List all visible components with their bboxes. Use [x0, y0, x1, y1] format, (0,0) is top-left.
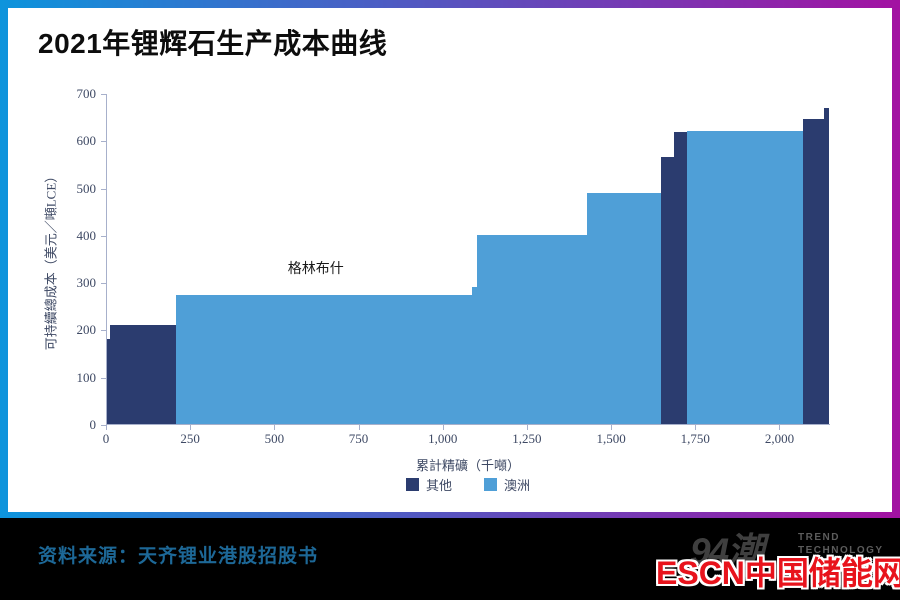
- cost-segment: [586, 193, 661, 424]
- x-tick-mark: [526, 425, 528, 430]
- trend-word: TREND: [798, 532, 840, 543]
- cost-segment: [687, 130, 804, 424]
- x-tick-mark: [190, 425, 192, 430]
- y-tick-mark: [101, 188, 106, 190]
- x-tick-label: 1,250: [512, 431, 542, 446]
- y-tick-label: 300: [76, 275, 97, 291]
- y-tick-mark: [101, 94, 106, 95]
- x-tick-mark: [274, 425, 276, 430]
- x-axis-title: 累計精礦（千噸）: [415, 458, 520, 473]
- cost-segment: [176, 295, 473, 424]
- y-tick-mark: [101, 235, 106, 237]
- x-tick-mark: [611, 425, 613, 430]
- x-tick-mark: [358, 425, 360, 430]
- x-tick-label: 1,000: [428, 431, 458, 446]
- x-tick-label: 750: [348, 431, 369, 446]
- y-tick-label: 600: [76, 133, 97, 149]
- y-tick-mark: [101, 141, 106, 143]
- x-tick-mark: [695, 425, 697, 430]
- y-tick-label: 200: [76, 322, 97, 338]
- x-tick-mark: [779, 425, 781, 430]
- y-tick-label: 400: [76, 227, 97, 243]
- footer-band: [0, 518, 900, 600]
- x-tick-label: 2,000: [764, 431, 795, 446]
- legend-item: 其他: [405, 475, 452, 494]
- x-tick-label: 250: [180, 431, 200, 446]
- cost-segment: [824, 108, 830, 424]
- y-tick-label: 0: [89, 417, 97, 432]
- cost-segment: [472, 286, 478, 424]
- y-tick-mark: [101, 425, 106, 426]
- legend-label: 其他: [425, 478, 452, 493]
- source-attribution: 资料来源：天齐锂业港股招股书: [38, 546, 319, 567]
- cost-curve-plot: 格林布什: [106, 94, 830, 425]
- cost-segment: [107, 338, 111, 424]
- y-tick-mark: [101, 377, 106, 379]
- y-tick-label: 700: [76, 86, 97, 101]
- y-tick-label: 100: [76, 369, 97, 385]
- x-tick-label: 0: [102, 431, 110, 446]
- escn-brand-logo: ESCN中国储能网: [656, 555, 900, 591]
- legend-swatch: [484, 478, 497, 491]
- y-tick-mark: [101, 330, 106, 332]
- x-tick-mark: [442, 425, 444, 430]
- y-tick-label: 500: [76, 180, 97, 196]
- y-tick-mark: [101, 283, 106, 285]
- cost-segment: [110, 324, 177, 424]
- legend-item: 澳洲: [484, 475, 530, 494]
- x-tick-label: 1,500: [596, 431, 626, 446]
- chart-legend: 其他 澳洲: [106, 475, 830, 494]
- x-tick-label: 1,750: [680, 431, 710, 446]
- 94trend-logo: 94潮: [690, 531, 764, 572]
- technology-word: TECHNOLOGY: [798, 545, 884, 556]
- trend-technology-wordmark: TREND TECHNOLOGY: [798, 531, 884, 557]
- legend-swatch: [405, 478, 419, 491]
- cost-segment: [673, 132, 688, 424]
- cost-segment: [660, 156, 674, 424]
- cost-segment: [477, 234, 587, 424]
- x-tick-label: 500: [264, 431, 285, 446]
- legend-label: 澳洲: [504, 478, 531, 493]
- x-tick-mark: [106, 425, 107, 430]
- page-title: 2021年锂辉石生产成本曲线: [38, 28, 388, 59]
- annotation-greenbushes: 格林布什: [287, 262, 344, 277]
